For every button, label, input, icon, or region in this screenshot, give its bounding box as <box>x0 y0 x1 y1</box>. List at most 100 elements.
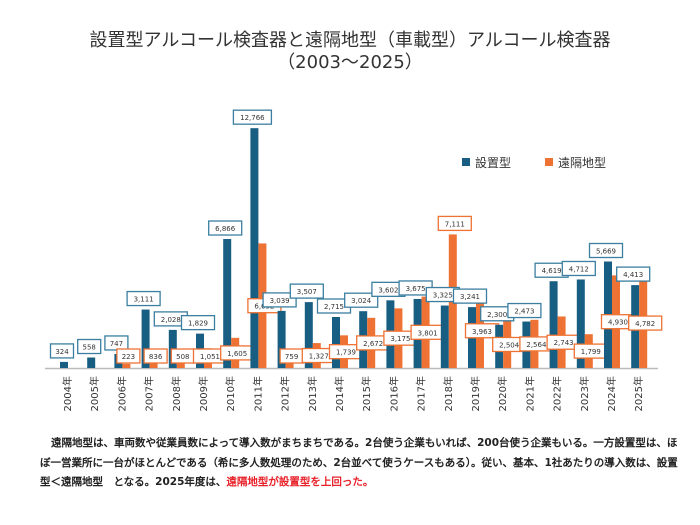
data-label-setchi: 12,766 <box>232 109 273 125</box>
data-label-enkaku-text: 1,739 <box>336 349 356 357</box>
data-label-enkaku-text: 508 <box>176 353 189 361</box>
data-label-setchi: 1,829 <box>180 314 216 331</box>
data-label-setchi: 6,866 <box>208 220 243 236</box>
data-label-setchi: 3,039 <box>262 292 297 308</box>
data-label-enkaku: 836 <box>143 348 168 364</box>
data-label-setchi-text: 6,866 <box>215 225 236 233</box>
data-label-enkaku-text: 3,963 <box>472 328 492 336</box>
bar-setchi <box>440 305 449 368</box>
data-label-setchi: 3,111 <box>126 290 161 307</box>
data-label-enkaku-text: 2,504 <box>499 341 520 349</box>
x-tick-label: 2021年 <box>523 376 536 411</box>
data-label-setchi-text: 2,300 <box>487 311 507 319</box>
data-label-setchi-text: 3,111 <box>134 296 154 304</box>
data-label-setchi: 747 <box>104 335 129 351</box>
x-tick-label: 2004年 <box>61 376 74 411</box>
x-tick-label: 2023年 <box>578 376 591 411</box>
data-label-setchi-text: 747 <box>110 340 123 348</box>
data-label-enkaku-text: 1,051 <box>200 353 220 361</box>
data-label-setchi-box <box>77 338 102 355</box>
data-label-setchi-box <box>507 302 542 319</box>
x-tick-label: 2013年 <box>306 376 319 411</box>
data-label-enkaku-text: 2,672 <box>363 340 383 348</box>
data-label-enkaku-text: 4,782 <box>635 320 655 328</box>
data-label-setchi: 4,712 <box>561 260 596 277</box>
x-tick-label: 2005年 <box>88 376 101 411</box>
x-tick-label: 2024年 <box>605 376 618 411</box>
data-label-setchi: 3,507 <box>289 283 324 299</box>
data-label-setchi: 324 <box>49 343 75 359</box>
note-body: 遠隔地型は、車両数や従業員数によって導入数がまちまちである。2台使う企業もいれば… <box>40 437 678 488</box>
data-label-setchi-text: 3,602 <box>378 286 398 294</box>
data-label-enkaku-text: 4,930 <box>608 319 628 327</box>
x-tick-label: 2009年 <box>197 376 210 411</box>
data-label-enkaku-text: 2,564 <box>526 341 547 349</box>
data-label-enkaku: 1,799 <box>573 343 608 359</box>
data-label-setchi-text: 5,669 <box>596 248 616 256</box>
data-label-setchi-box <box>616 266 651 282</box>
data-label-setchi-text: 558 <box>83 344 96 352</box>
data-label-enkaku-text: 1,605 <box>227 350 247 358</box>
x-tick-label: 2007年 <box>143 376 156 411</box>
data-label-setchi-text: 12,766 <box>240 114 265 122</box>
data-label-enkaku: 759 <box>279 348 304 364</box>
data-label-enkaku: 7,111 <box>437 215 472 232</box>
data-label-setchi-box <box>561 260 596 277</box>
data-label-setchi: 3,241 <box>452 288 488 304</box>
x-tick-label: 2022年 <box>551 376 564 411</box>
bar-setchi <box>549 281 558 368</box>
data-label-enkaku-text: 759 <box>285 353 298 361</box>
data-label-enkaku-text: 836 <box>149 353 163 361</box>
data-label-setchi-text: 3,241 <box>460 293 480 301</box>
data-label-setchi-text: 2,028 <box>161 316 181 324</box>
bar-chart: 324 2004年 558 2005年 747 223 2006年 3,111 836 2007年… <box>45 109 663 411</box>
data-label-setchi-box <box>49 343 75 359</box>
data-label-setchi: 558 <box>77 338 102 355</box>
chart-title: 設置型アルコール検査器と遠隔地型（車載型）アルコール検査器 （2003〜2025… <box>0 30 700 74</box>
x-tick-label: 2020年 <box>496 376 509 411</box>
note-text: 遠隔地型は、車両数や従業員数によって導入数がまちまちである。2台使う企業もいれば… <box>40 434 680 493</box>
x-tick-label: 2012年 <box>279 376 292 411</box>
data-label-setchi-box <box>262 292 297 308</box>
data-label-enkaku: 1,327 <box>301 347 336 364</box>
legend-label: 設置型 <box>475 155 511 170</box>
x-tick-label: 2019年 <box>469 376 482 411</box>
data-label-enkaku-text: 3,801 <box>418 329 438 337</box>
data-label-setchi-text: 3,507 <box>297 288 317 296</box>
bar-setchi <box>576 279 585 368</box>
data-label-setchi-box <box>208 220 243 236</box>
bar-setchi <box>332 316 340 368</box>
data-label-enkaku: 3,801 <box>410 324 445 340</box>
data-label-setchi-text: 2,715 <box>324 303 344 311</box>
data-label-setchi-text: 2,473 <box>514 308 534 316</box>
data-label-setchi-box <box>126 290 161 307</box>
data-label-setchi-text: 1,829 <box>188 320 208 328</box>
data-label-setchi-text: 324 <box>55 348 69 356</box>
data-label-enkaku: 223 <box>116 348 141 364</box>
data-label-setchi-text: 4,619 <box>542 267 562 275</box>
x-tick-label: 2017年 <box>415 376 428 411</box>
data-label-setchi-text: 4,413 <box>623 271 643 279</box>
data-label-setchi: 3,024 <box>344 292 379 308</box>
data-label-setchi-text: 4,712 <box>569 265 589 273</box>
subtitle-line: （2003〜2025） <box>277 52 423 73</box>
bar-setchi <box>277 310 286 368</box>
legend-swatch <box>545 158 553 166</box>
data-label-enkaku: 4,782 <box>628 315 663 331</box>
x-tick-label: 2008年 <box>170 376 183 411</box>
data-label-enkaku-text: 2,743 <box>554 339 574 347</box>
data-label-setchi-box <box>232 109 273 125</box>
data-label-setchi-box <box>289 283 324 299</box>
x-tick-label: 2010年 <box>224 376 237 411</box>
data-label-enkaku-text: 1,327 <box>309 353 329 361</box>
data-label-setchi: 2,473 <box>507 302 542 319</box>
data-label-enkaku-text: 223 <box>122 353 135 361</box>
data-label-setchi-text: 3,024 <box>351 297 372 305</box>
note-highlight: 遠隔地型が設置型を上回った。 <box>226 476 374 488</box>
data-label-enkaku-text: 7,111 <box>445 220 465 228</box>
data-label-setchi-box <box>588 242 624 259</box>
data-label-setchi-text: 3,675 <box>406 285 426 293</box>
bar-enkaku <box>122 363 131 368</box>
data-label-enkaku: 1,739 <box>328 344 364 360</box>
x-tick-label: 2015年 <box>360 376 373 411</box>
